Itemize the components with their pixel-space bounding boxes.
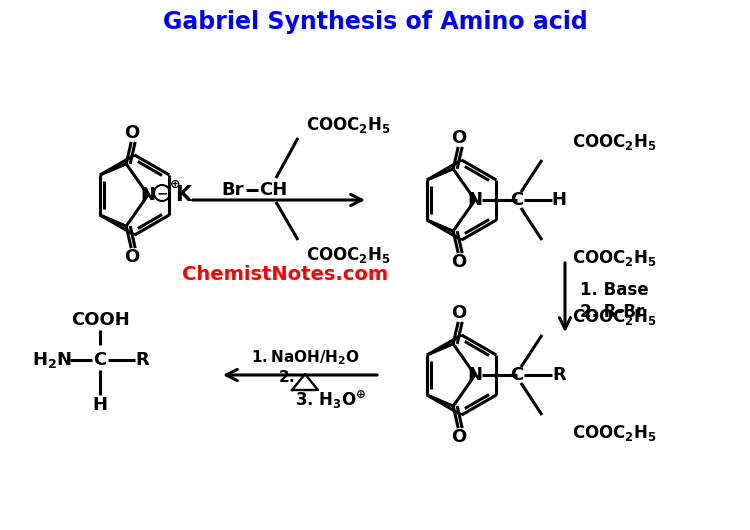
Text: ChemistNotes.com: ChemistNotes.com [182, 266, 388, 285]
Text: $\mathbf{COOC_2H_5}$: $\mathbf{COOC_2H_5}$ [572, 248, 657, 268]
Text: R: R [135, 351, 148, 369]
Text: O: O [124, 248, 140, 266]
Text: $\mathbf{3.\,H_3O^{\oplus}}$: $\mathbf{3.\,H_3O^{\oplus}}$ [295, 389, 367, 411]
Text: O: O [452, 129, 466, 147]
Text: $\mathbf{1.NaOH/H_2O}$: $\mathbf{1.NaOH/H_2O}$ [251, 349, 359, 367]
Text: N: N [467, 366, 482, 384]
Text: Gabriel Synthesis of Amino acid: Gabriel Synthesis of Amino acid [163, 10, 587, 34]
Text: $\mathbf{H_2N}$: $\mathbf{H_2N}$ [32, 350, 72, 370]
Text: $\mathbf{COOC_2H_5}$: $\mathbf{COOC_2H_5}$ [572, 423, 657, 443]
Text: O: O [452, 253, 466, 271]
Text: 1. Base: 1. Base [580, 281, 649, 299]
Text: $\mathbf{2.}$: $\mathbf{2.}$ [278, 369, 295, 385]
Text: −: − [156, 186, 168, 200]
Text: $\mathbf{COOC_2H_5}$: $\mathbf{COOC_2H_5}$ [306, 245, 391, 265]
Text: N: N [467, 191, 482, 209]
Text: R: R [552, 366, 566, 384]
Text: $\mathbf{COOC_2H_5}$: $\mathbf{COOC_2H_5}$ [572, 307, 657, 327]
Text: O: O [452, 428, 466, 446]
Text: C: C [510, 191, 524, 209]
Text: H: H [551, 191, 566, 209]
Text: 2. R-Br: 2. R-Br [580, 303, 644, 321]
Text: CH: CH [259, 181, 287, 199]
Text: C: C [510, 366, 524, 384]
Text: O: O [452, 304, 466, 322]
Text: ⊕: ⊕ [170, 178, 180, 190]
Text: N: N [140, 186, 155, 204]
Text: C: C [93, 351, 106, 369]
Text: K: K [175, 185, 191, 205]
Text: O: O [124, 124, 140, 142]
Text: COOH: COOH [70, 311, 129, 329]
Text: $\mathbf{COOC_2H_5}$: $\mathbf{COOC_2H_5}$ [572, 132, 657, 152]
Text: H: H [92, 396, 107, 414]
Text: Br: Br [222, 181, 245, 199]
Text: $\mathbf{COOC_2H_5}$: $\mathbf{COOC_2H_5}$ [306, 115, 391, 135]
